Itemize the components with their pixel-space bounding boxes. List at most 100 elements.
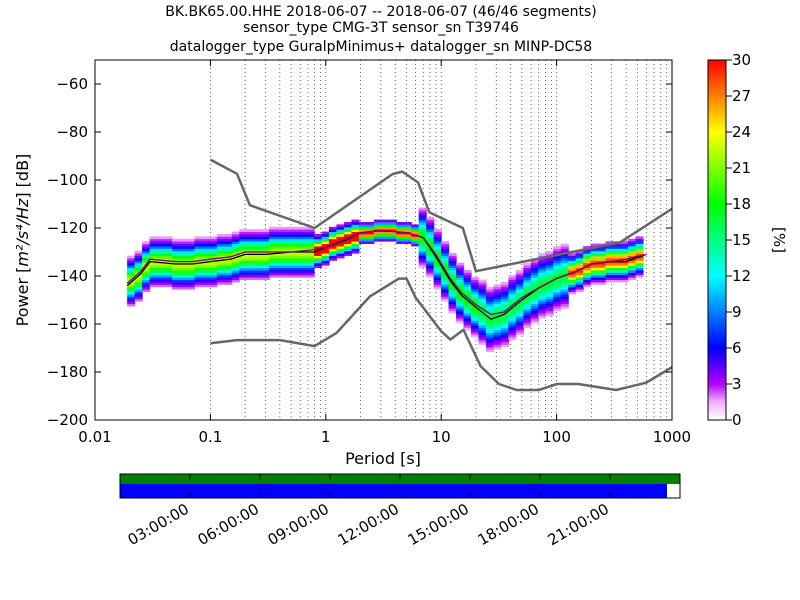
heatmap-cell	[620, 246, 629, 249]
y-axis-label: Power [m²/s⁴/Hz] [dB]	[13, 154, 32, 327]
heatmap-cell	[463, 294, 472, 297]
heatmap-cell	[314, 265, 323, 268]
x-tick-label: 1	[321, 428, 331, 446]
heatmap-cell	[142, 243, 151, 247]
heatmap-cell	[426, 234, 435, 237]
heatmap-cell	[186, 243, 196, 247]
heatmap-cell	[157, 267, 166, 271]
heatmap-cell	[157, 270, 166, 273]
heatmap-cell	[635, 260, 644, 264]
heatmap-cell	[186, 279, 196, 283]
heatmap-cell	[553, 284, 562, 288]
heatmap-cell	[523, 270, 532, 273]
heatmap-cell	[448, 286, 457, 290]
heatmap-cell	[381, 231, 390, 235]
heatmap-cell	[500, 332, 509, 336]
heatmap-cell	[493, 346, 502, 350]
heatmap-cell	[418, 241, 427, 244]
heatmap-cell	[545, 258, 554, 261]
heatmap-cell	[426, 250, 435, 254]
heatmap-cell	[478, 337, 487, 340]
heatmap-cell	[426, 229, 435, 232]
heatmap-cell	[418, 226, 427, 230]
heatmap-cell	[485, 291, 495, 295]
y-tick-label: −160	[47, 315, 88, 333]
heatmap-cell	[284, 248, 293, 252]
heatmap-cell	[523, 303, 532, 307]
colorbar-tick-label: 21	[732, 159, 751, 177]
heatmap-cell	[276, 262, 285, 266]
heatmap-cell	[149, 262, 158, 266]
heatmap-cell	[448, 270, 457, 273]
heatmap-cell	[478, 286, 487, 290]
heatmap-cell	[239, 267, 248, 271]
heatmap-cell	[433, 229, 442, 232]
heatmap-cell	[560, 298, 569, 302]
heatmap-cell	[493, 313, 502, 316]
heatmap-cell	[463, 282, 472, 285]
heatmap-cell	[127, 277, 136, 280]
heatmap-cell	[321, 248, 330, 252]
heatmap-cell	[568, 277, 577, 280]
heatmap-cell	[179, 253, 188, 256]
heatmap-cell	[328, 238, 338, 242]
heatmap-cell	[485, 349, 495, 352]
heatmap-cell	[545, 250, 554, 254]
heatmap-cell	[433, 274, 442, 278]
heatmap-cell	[246, 229, 255, 232]
heatmap-cell	[530, 320, 539, 324]
heatmap-cell	[314, 246, 323, 249]
heatmap-cell	[478, 327, 487, 331]
heatmap-cell	[201, 246, 210, 249]
heatmap-cell	[605, 274, 614, 278]
heatmap-cell	[351, 224, 360, 228]
heatmap-cell	[209, 253, 218, 256]
heatmap-cell	[568, 284, 577, 288]
heatmap-cell	[306, 270, 315, 273]
heatmap-cell	[635, 238, 644, 242]
heatmap-cell	[530, 262, 539, 266]
heatmap-cell	[269, 248, 278, 252]
heatmap-cell	[441, 279, 450, 283]
heatmap-cell	[299, 234, 308, 237]
heatmap-cell	[231, 265, 240, 268]
heatmap-cell	[209, 274, 218, 278]
heatmap-cell	[508, 284, 517, 288]
heatmap-cell	[284, 262, 293, 266]
heatmap-cell	[351, 229, 360, 232]
heatmap-cell	[172, 246, 181, 249]
heatmap-cell	[471, 306, 480, 309]
heatmap-cell	[306, 272, 315, 276]
heatmap-cell	[575, 262, 584, 266]
heatmap-cell	[515, 289, 524, 292]
heatmap-cell	[224, 250, 233, 254]
heatmap-cell	[560, 270, 569, 273]
heatmap-cell	[456, 270, 465, 273]
heatmap-cell	[336, 253, 345, 256]
heatmap-cell	[314, 241, 323, 244]
y-tick-label: −100	[47, 171, 88, 189]
heatmap-cell	[291, 260, 300, 264]
colorbar-tick-label: 6	[732, 339, 742, 357]
heatmap-cell	[635, 248, 644, 252]
heatmap-cell	[299, 243, 308, 247]
heatmap-cell	[254, 270, 263, 273]
heatmap-cell	[299, 229, 308, 232]
heatmap-cell	[179, 238, 188, 242]
heatmap-cell	[485, 339, 495, 343]
heatmap-cell	[388, 238, 397, 242]
heatmap-cell	[463, 308, 472, 312]
heatmap-cell	[553, 274, 562, 278]
heatmap-cell	[463, 327, 472, 331]
heatmap-cell	[201, 253, 210, 256]
heatmap-cell	[381, 226, 390, 230]
heatmap-cell	[373, 226, 382, 230]
heatmap-cell	[515, 315, 524, 319]
heatmap-cell	[560, 272, 569, 276]
heatmap-cell	[269, 226, 278, 230]
heatmap-cell	[299, 231, 308, 235]
heatmap-cell	[553, 267, 562, 271]
heatmap-cell	[471, 279, 480, 283]
heatmap-cell	[463, 270, 472, 273]
heatmap-cell	[598, 277, 607, 280]
